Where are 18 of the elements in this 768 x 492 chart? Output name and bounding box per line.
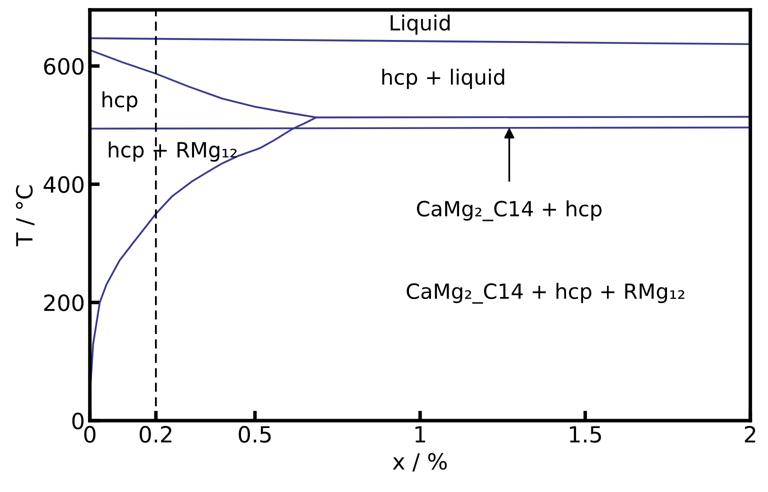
x-tick-label: 0 bbox=[84, 426, 96, 443]
x-tick-label: 2 bbox=[744, 426, 756, 442]
x-tick-label: 1.5 bbox=[570, 426, 601, 443]
y-tick-label: 200 bbox=[44, 294, 84, 312]
x-tick-label: 0.2 bbox=[140, 426, 172, 443]
x-tick-label: 1 bbox=[415, 426, 426, 442]
x-tick-label: 0.5 bbox=[238, 426, 271, 443]
annotation: hcp bbox=[102, 91, 138, 112]
x-axis-title: x / % bbox=[392, 452, 447, 472]
annotation: CaMg₂_C14 + hcp + RMg₁₂ bbox=[406, 282, 684, 304]
annotation: hcp + RMg₁₂ bbox=[108, 141, 237, 162]
y-tick-label: 0 bbox=[72, 412, 84, 430]
y-axis-title: T / °C bbox=[16, 186, 34, 246]
annotation: Liquid bbox=[390, 14, 450, 35]
y-tick-label: 400 bbox=[44, 176, 84, 193]
y-tick-label: 600 bbox=[44, 58, 84, 75]
annotation: CaMg₂_C14 + hcp bbox=[416, 200, 602, 222]
annotation: hcp + liquid bbox=[382, 68, 504, 89]
